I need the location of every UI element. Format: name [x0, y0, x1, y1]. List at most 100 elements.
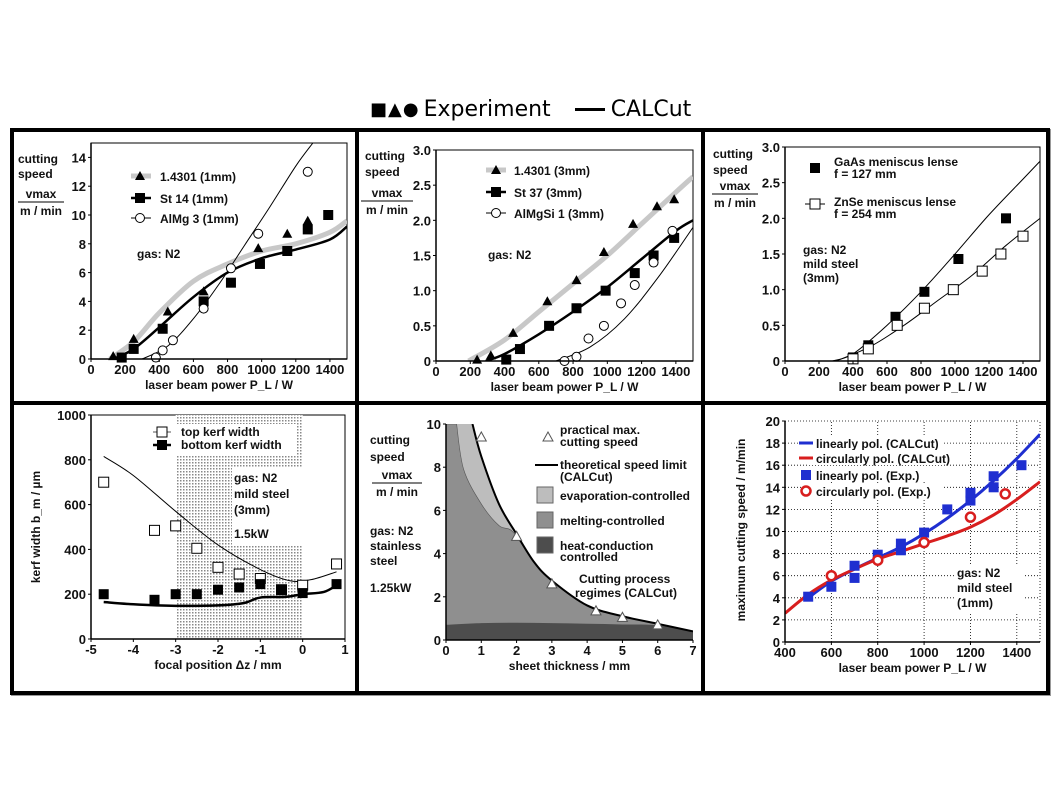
square-marker-icon [255, 579, 266, 590]
circle-open-marker-icon [800, 485, 812, 497]
panel-2: 0 200 400 600 800 1000 1200 1400 0 0.5 1.0 1.5 2.0 2.… [413, 143, 694, 394]
y-tick-label: 0.5 [413, 319, 431, 334]
square-marker-icon [514, 344, 525, 355]
square-marker-icon [213, 584, 223, 595]
x-tick-label: 1400 [315, 362, 344, 377]
x-tick-label: 200 [808, 364, 830, 379]
experiment-marker-icons: ■▲● [370, 98, 420, 120]
y-tick-label: 6 [434, 503, 441, 518]
x-tick-label: 3 [548, 643, 555, 658]
fit-curve [555, 227, 693, 361]
y-tick-label: 3.0 [413, 143, 431, 158]
y-tick-label: 18 [766, 436, 780, 451]
x-tick-label: 1 [341, 642, 348, 657]
triangle-open-marker-icon [542, 430, 554, 442]
y-axis-label: speed [370, 450, 405, 464]
y-tick-label: 3.0 [762, 140, 780, 155]
triangle-marker-icon [508, 327, 519, 337]
x-tick-label: 0 [432, 364, 439, 379]
square-marker-icon [297, 588, 308, 599]
legend-entry: GaAs meniscus lense [834, 155, 958, 169]
y-tick-label: 0 [79, 632, 86, 647]
triangle-marker-icon [571, 275, 582, 285]
y-tick-label: 10 [427, 417, 441, 432]
regime-swatch [536, 536, 554, 554]
y-axis-label: speed [18, 167, 53, 181]
panel-5: 0 1 2 3 4 5 6 7 0 2 4 6 8 10 sheet thickness / mm [427, 417, 697, 673]
circle-open-marker-icon [491, 208, 501, 218]
circle-open-marker-icon [871, 554, 884, 566]
annotation-text: steel [370, 554, 397, 568]
legend-entry: practical max. [560, 423, 640, 437]
x-tick-label: 0 [87, 362, 94, 377]
annotation-text: gas: N2 [370, 524, 414, 538]
x-tick-label: 800 [910, 364, 932, 379]
regime-title: Cutting process [579, 572, 671, 586]
square-marker-icon [234, 582, 245, 593]
legend-entry: top kerf width [181, 425, 260, 439]
legend-entry: linearly pol. (Exp.) [816, 469, 919, 483]
theoretical-limit-curve [471, 424, 693, 633]
square-marker-icon [331, 579, 342, 590]
y-unit-denominator: m / min [366, 203, 408, 217]
circle-open-marker-icon [571, 351, 582, 362]
x-tick-label: 800 [562, 364, 584, 379]
square-marker-icon [849, 572, 860, 583]
x-tick-label: 1000 [910, 645, 939, 660]
y-tick-label: 0 [434, 633, 441, 648]
triangle-marker-icon [135, 171, 145, 180]
melting-region [446, 424, 693, 640]
y-unit-numerator: vmax [372, 186, 403, 200]
x-tick-label: 0 [781, 364, 788, 379]
y-axis-label: speed [713, 163, 748, 177]
y-tick-label: 2 [79, 323, 86, 338]
square-marker-icon [149, 594, 160, 605]
square-marker-icon [491, 187, 501, 197]
y-tick-label: 4 [434, 547, 442, 562]
circle-open-marker-icon [918, 536, 930, 549]
square-open-marker-icon [170, 520, 182, 532]
circle-open-marker-icon [302, 166, 313, 177]
circle-open-marker-icon [135, 213, 145, 223]
y-unit-denominator: m / min [20, 204, 62, 218]
y-tick-label: 0 [424, 354, 431, 369]
circle-open-marker-icon [157, 345, 168, 356]
circle-open-marker-icon [198, 303, 209, 314]
panel-3: 0 200 400 600 800 1000 1200 1400 0 0.5 1.0 1.5 2.0 2.… [762, 140, 1041, 394]
triangle-open-marker-icon [475, 430, 488, 442]
x-tick-label: 800 [867, 645, 889, 660]
y-tick-label: 1000 [57, 408, 86, 423]
y-tick-label: 12 [72, 179, 86, 194]
x-tick-label: 1200 [627, 364, 656, 379]
square-marker-icon [282, 246, 293, 256]
square-marker-icon [191, 589, 202, 600]
annotation-text: mild steel [234, 487, 289, 501]
x-tick-label: 400 [494, 364, 516, 379]
y-tick-label: 16 [766, 458, 780, 473]
square-marker-icon [890, 311, 901, 322]
square-marker-icon [128, 343, 139, 354]
square-marker-icon [225, 277, 236, 288]
legend-entry: cutting speed [560, 435, 638, 449]
y-tick-label: 0 [773, 354, 780, 369]
square-marker-icon [953, 253, 964, 264]
square-marker-icon [501, 354, 512, 365]
triangle-marker-icon [542, 296, 553, 306]
y-tick-label: 8 [434, 460, 441, 475]
y-tick-label: 0 [79, 352, 86, 367]
y-axis-label: kerf width b_m / µm [29, 471, 43, 583]
square-marker-icon [895, 545, 906, 556]
x-tick-label: 1000 [941, 364, 970, 379]
square-marker-icon [849, 560, 860, 571]
y-unit-numerator: vmax [382, 468, 413, 482]
triangle-open-marker-icon [546, 577, 558, 589]
y-tick-label: 10 [766, 525, 780, 540]
y-tick-label: 400 [64, 542, 86, 557]
x-tick-label: 1200 [975, 364, 1004, 379]
circle-open-marker-icon [667, 225, 678, 236]
y-tick-label: 8 [79, 237, 86, 252]
x-tick-label: 5 [619, 643, 626, 658]
triangle-marker-icon [162, 306, 173, 316]
x-tick-label: 600 [821, 645, 843, 660]
triangle-marker-icon [652, 201, 663, 211]
